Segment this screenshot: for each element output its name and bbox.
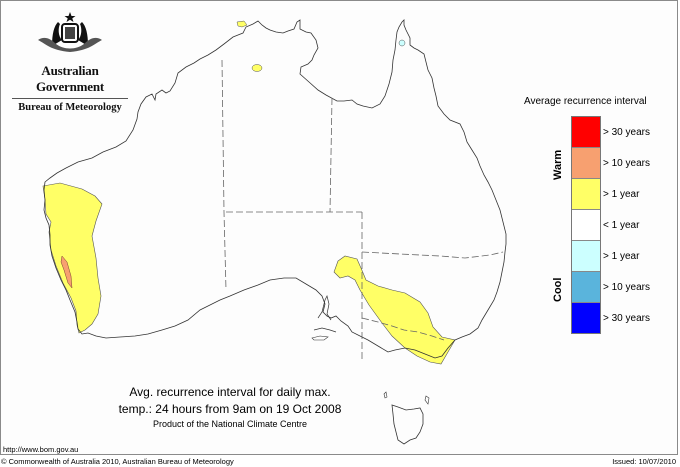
swatch-warm-1yr xyxy=(572,179,600,210)
legend-label: > 30 years xyxy=(603,313,650,324)
swatch-normal xyxy=(572,210,600,241)
warm-region-sw-wa-10yr xyxy=(60,255,73,289)
warm-region-kimberley xyxy=(251,64,263,72)
map-frame xyxy=(0,0,678,455)
legend-label: > 1 year xyxy=(603,189,640,200)
coastline xyxy=(43,19,507,359)
legend-label: > 1 year xyxy=(603,251,640,262)
legend-title: Average recurrence interval xyxy=(524,96,647,107)
warm-label: Warm xyxy=(552,149,564,180)
issued-date: Issued: 10/07/2010 xyxy=(612,457,676,466)
swatch-warm-10yr xyxy=(572,148,600,179)
government-title: Australian Government xyxy=(35,63,105,94)
logo-block: Australian Government Bureau of Meteorol… xyxy=(10,10,130,113)
legend-label: > 10 years xyxy=(603,282,650,293)
legend-label: < 1 year xyxy=(603,220,640,231)
tasmania xyxy=(391,404,424,445)
cool-region-cape-york xyxy=(398,39,406,47)
caption-line-3: Product of the National Climate Centre xyxy=(152,419,308,429)
warm-region-se xyxy=(333,255,456,365)
kangaroo-island xyxy=(311,335,329,341)
australia-map xyxy=(42,19,507,445)
map-caption: Avg. recurrence interval for daily max. … xyxy=(100,384,360,429)
border-qld-nsw xyxy=(361,251,504,259)
bass-strait-island xyxy=(383,391,430,405)
website-link[interactable]: http://www.bom.gov.au xyxy=(3,445,79,454)
warm-region-sw-wa xyxy=(42,182,103,334)
legend-swatches xyxy=(571,116,601,334)
cool-label: Cool xyxy=(552,277,564,302)
legend-label: > 10 years xyxy=(603,158,650,169)
state-borders xyxy=(221,59,504,360)
title-divider xyxy=(12,98,128,99)
border-nsw-vic xyxy=(361,317,445,341)
swatch-cool-10yr xyxy=(572,272,600,303)
swatch-cool-1yr xyxy=(572,241,600,272)
sa-gulfs xyxy=(313,294,337,333)
swatch-cool-30yr xyxy=(572,303,600,333)
coat-of-arms-icon xyxy=(38,12,102,52)
swatch-warm-30yr xyxy=(572,117,600,148)
agency-title: Bureau of Meteorology xyxy=(18,102,122,113)
caption-line-2: temp.: 24 hours from 9am on 19 Oct 2008 xyxy=(118,402,342,416)
border-nt-qld xyxy=(329,97,333,213)
caption-line-1: Avg. recurrence interval for daily max. xyxy=(129,385,331,399)
warm-region-top-end xyxy=(236,20,248,28)
copyright-text: © Commonwealth of Australia 2010, Austra… xyxy=(1,457,234,466)
border-wa xyxy=(221,59,227,291)
legend-label: > 30 years xyxy=(603,127,650,138)
